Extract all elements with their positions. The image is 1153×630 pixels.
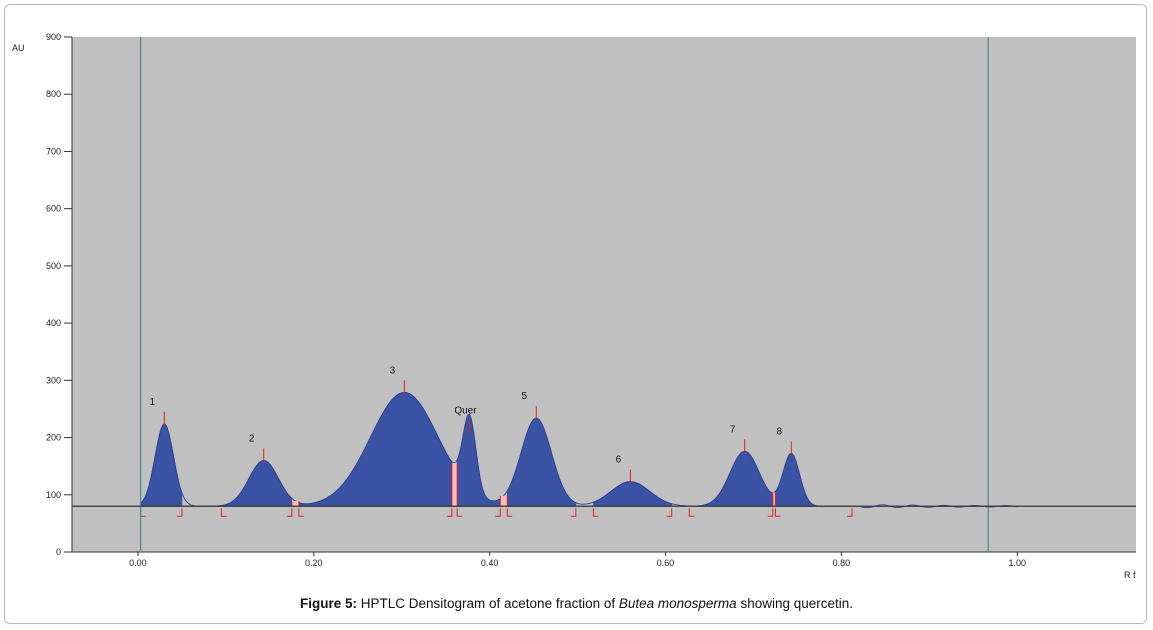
peak-end-marker — [446, 508, 453, 517]
peak-start-marker — [506, 508, 513, 517]
x-tick-label: 0.20 — [305, 558, 323, 568]
peak-end-marker — [846, 508, 853, 517]
chromatogram-outline — [140, 391, 1018, 508]
x-axis-label: R f — [1124, 570, 1136, 580]
peak-start-marker — [688, 508, 695, 517]
x-tick-label: 0.40 — [481, 558, 499, 568]
y-tick-label: 200 — [46, 433, 61, 443]
figure-caption: Figure 5: HPTLC Densitogram of acetone f… — [0, 596, 1153, 611]
y-axis-label: AU — [12, 43, 25, 53]
peak-end-marker — [286, 508, 293, 517]
peak-label-2: 2 — [249, 433, 255, 444]
densitogram-chart: 0 100 200 300 400 500 600 700 800 900 0.00 0.20 0.4… — [12, 32, 1136, 580]
peak-gap — [772, 492, 776, 507]
peak-end-marker — [176, 508, 183, 517]
y-tick-label: 800 — [46, 89, 61, 99]
chromatogram-curve — [140, 391, 1018, 508]
peak-gap — [451, 462, 458, 507]
peak-label-quer: Quer — [454, 405, 477, 416]
y-tick-label: 400 — [46, 318, 61, 328]
peak-label-6: 6 — [616, 455, 622, 466]
peak-label-1: 1 — [150, 397, 156, 408]
peak-gap — [500, 495, 508, 507]
x-tick-label: 1.00 — [1009, 558, 1027, 568]
y-tick-label: 900 — [46, 32, 61, 42]
peak-start-marker — [774, 508, 781, 517]
peak-end-marker — [495, 508, 501, 517]
peak-label-3: 3 — [390, 365, 396, 376]
peak-label-7: 7 — [730, 424, 736, 435]
peak-start-marker — [220, 508, 227, 517]
peak-start-marker — [592, 508, 599, 517]
caption-text-after: showing quercetin. — [736, 596, 854, 611]
x-tick-label: 0.60 — [657, 558, 675, 568]
y-tick-label: 500 — [46, 261, 61, 271]
x-tick-label: 0.00 — [129, 558, 147, 568]
peak-gap — [291, 501, 299, 507]
y-tick-label: 100 — [46, 490, 61, 500]
y-tick-label: 600 — [46, 204, 61, 214]
peak-labels: 1 2 3 Quer 5 6 7 8 — [150, 365, 783, 465]
plot-area — [72, 37, 1136, 552]
y-axis-ticks: 0 100 200 300 400 500 600 700 800 900 — [46, 32, 72, 557]
caption-species: Butea monosperma — [618, 596, 737, 611]
y-tick-label: 0 — [56, 547, 61, 557]
peak-label-8: 8 — [777, 427, 783, 438]
caption-label: Figure 5: — [299, 596, 357, 611]
peak-end-marker — [666, 508, 673, 517]
caption-text-before: HPTLC Densitogram of acetone fraction of — [356, 596, 619, 611]
x-tick-label: 0.80 — [833, 558, 851, 568]
peak-end-marker — [570, 508, 577, 517]
peak-start-marker — [456, 508, 463, 517]
peak-end-marker — [767, 508, 774, 517]
y-tick-label: 700 — [46, 146, 61, 156]
peak-start-marker — [298, 508, 304, 517]
y-tick-label: 300 — [46, 375, 61, 385]
peak-label-5: 5 — [522, 391, 528, 402]
x-axis-ticks: 0.00 0.20 0.40 0.60 0.80 1.00 — [129, 552, 1026, 568]
